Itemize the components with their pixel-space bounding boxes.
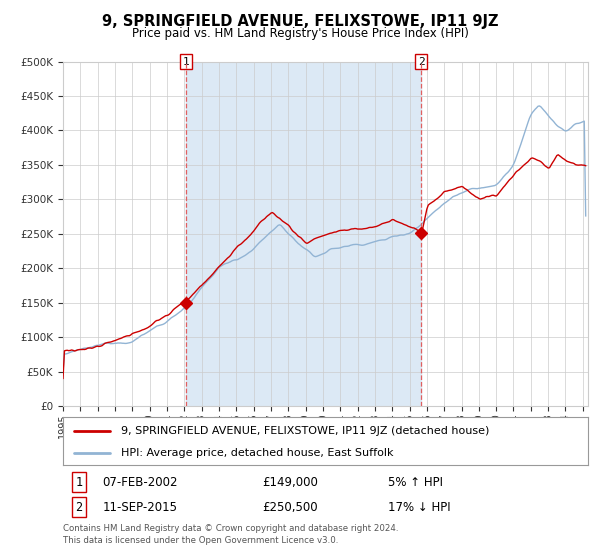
Text: 11-SEP-2015: 11-SEP-2015 [103, 501, 178, 514]
Text: Price paid vs. HM Land Registry's House Price Index (HPI): Price paid vs. HM Land Registry's House … [131, 27, 469, 40]
Text: 17% ↓ HPI: 17% ↓ HPI [389, 501, 451, 514]
Text: 1: 1 [182, 57, 189, 67]
Text: 07-FEB-2002: 07-FEB-2002 [103, 475, 178, 488]
Text: 1: 1 [75, 475, 82, 488]
Text: 2: 2 [75, 501, 82, 514]
Text: 9, SPRINGFIELD AVENUE, FELIXSTOWE, IP11 9JZ (detached house): 9, SPRINGFIELD AVENUE, FELIXSTOWE, IP11 … [121, 427, 489, 436]
Text: £149,000: £149,000 [263, 475, 319, 488]
Text: This data is licensed under the Open Government Licence v3.0.: This data is licensed under the Open Gov… [63, 536, 338, 545]
Text: 9, SPRINGFIELD AVENUE, FELIXSTOWE, IP11 9JZ: 9, SPRINGFIELD AVENUE, FELIXSTOWE, IP11 … [102, 14, 498, 29]
Text: Contains HM Land Registry data © Crown copyright and database right 2024.: Contains HM Land Registry data © Crown c… [63, 524, 398, 533]
Text: 2: 2 [418, 57, 425, 67]
Bar [185, 62, 421, 406]
Text: £250,500: £250,500 [263, 501, 318, 514]
Text: 5% ↑ HPI: 5% ↑ HPI [389, 475, 443, 488]
Text: HPI: Average price, detached house, East Suffolk: HPI: Average price, detached house, East… [121, 448, 393, 458]
